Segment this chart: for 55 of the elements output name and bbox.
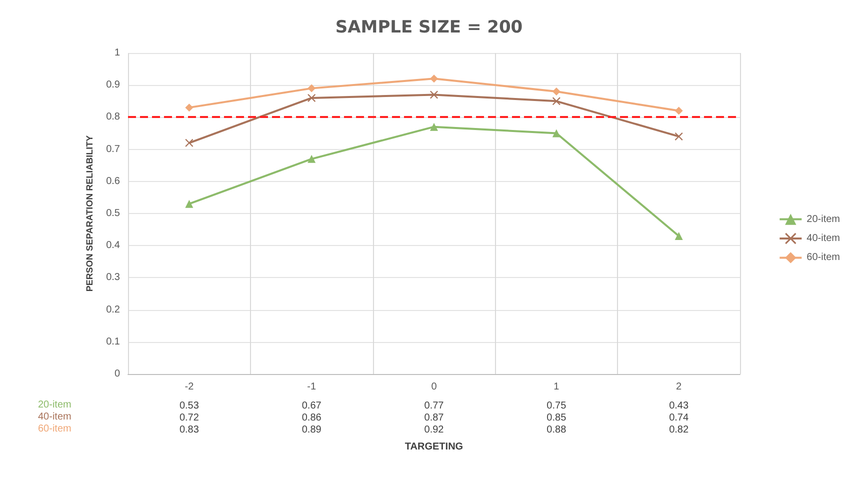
point (552, 97, 560, 106)
chart-title: SAMPLE SIZE = 200 (335, 18, 523, 38)
data-label: 0.92 (424, 424, 444, 436)
point (185, 104, 194, 112)
x-tick-label: -1 (307, 382, 316, 392)
y-tick-label: 0.7 (106, 144, 120, 155)
point (552, 129, 560, 138)
y-tick-label: 0 (114, 368, 120, 380)
y-tick-label: 0.1 (106, 336, 120, 348)
point (308, 154, 316, 163)
x-tick-label: 0 (431, 382, 438, 392)
y-tick-label: 0.4 (106, 240, 120, 252)
data-label: 0.83 (179, 424, 200, 436)
point (430, 90, 438, 99)
point (185, 138, 194, 147)
data-label: 0.72 (179, 412, 200, 424)
text: 20-item (38, 400, 72, 410)
y-axis-title: PERSON SEPARATION RELIABILITY (84, 135, 94, 292)
y-tick-label: 0.2 (106, 304, 120, 316)
point (552, 88, 560, 96)
data-label: 0.88 (546, 424, 567, 436)
point (674, 106, 683, 115)
point (308, 94, 316, 102)
x-axis-title: TARGETING (404, 442, 464, 452)
point (674, 132, 683, 140)
data-label: 0.75 (546, 400, 567, 412)
y-tick-label: 0.5 (106, 208, 120, 219)
data-label: 0.89 (302, 424, 322, 436)
data-label: 0.53 (179, 400, 200, 412)
y-tick-label: 0.6 (106, 176, 120, 187)
data-label: 0.86 (302, 412, 322, 424)
point (308, 84, 316, 92)
data-label: 0.87 (424, 412, 444, 424)
y-tick-label: 0.8 (106, 112, 120, 123)
y-tick-label: 0.9 (106, 80, 120, 91)
y-tick-label: 1 (114, 48, 120, 58)
legend-label: 40-item (806, 233, 840, 244)
point (430, 122, 438, 131)
text: 60-item (38, 424, 72, 434)
point (430, 74, 438, 83)
data-label: 0.74 (669, 412, 689, 424)
y-tick-label: 0.3 (106, 272, 120, 284)
data-label: 0.43 (669, 400, 689, 412)
data-label: 0.67 (302, 400, 322, 412)
point (674, 232, 683, 240)
legend-label: 60-item (806, 252, 840, 264)
data-label: 0.85 (546, 412, 567, 424)
x-tick-label: -2 (184, 382, 194, 392)
point (185, 200, 194, 208)
data-label: 0.82 (669, 424, 689, 436)
x-tick-label: 2 (676, 382, 682, 392)
data-label: 0.77 (424, 400, 444, 412)
legend-label: 20-item (806, 214, 840, 225)
text: 40-item (38, 412, 72, 422)
x-tick-label: 1 (554, 382, 560, 392)
